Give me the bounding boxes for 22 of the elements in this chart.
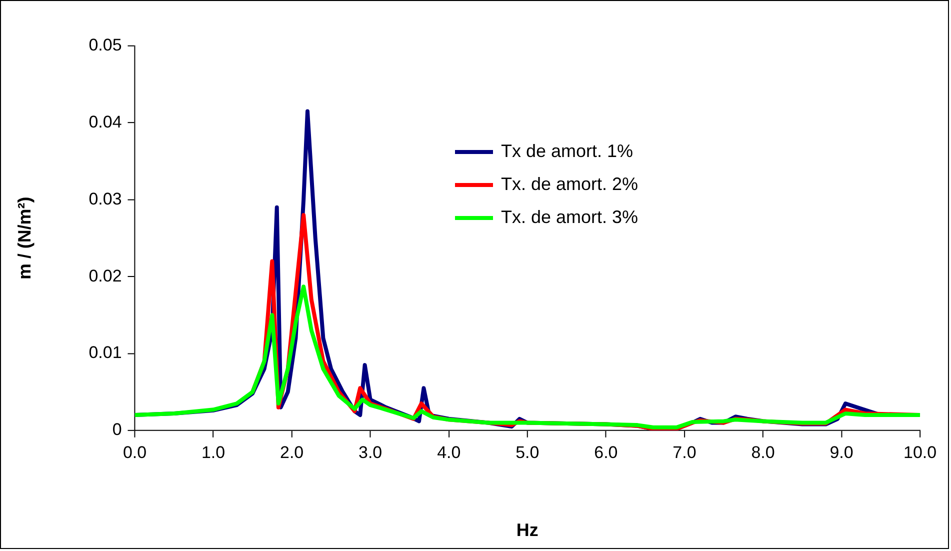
legend-label: Tx. de amort. 3% (501, 207, 638, 228)
y-axis-title: m / (N/m²) (14, 196, 35, 280)
y-tick-label: 0 (112, 420, 122, 440)
y-tick-label: 0.03 (88, 189, 122, 208)
y-tick-label: 0.04 (88, 112, 122, 132)
x-tick-label: 6.0 (594, 443, 618, 462)
x-axis-title: Hz (516, 520, 538, 540)
x-tick-label: 7.0 (672, 443, 696, 462)
x-tick-label: 5.0 (516, 443, 540, 462)
x-tick-label: 2.0 (280, 443, 304, 462)
x-tick-label: 4.0 (437, 443, 461, 462)
x-tick-label: 3.0 (358, 443, 382, 462)
legend-label: Tx. de amort. 2% (501, 174, 638, 195)
x-tick-label: 9.0 (830, 443, 854, 462)
y-tick-label: 0.02 (88, 266, 122, 286)
y-tick-label: 0.05 (88, 36, 122, 55)
x-tick-label: 1.0 (201, 443, 226, 462)
legend-label: Tx de amort. 1% (501, 141, 634, 162)
x-tick-label: 0.0 (122, 443, 146, 462)
y-tick-label: 0.01 (88, 343, 122, 362)
x-tick-label: 8.0 (751, 443, 775, 462)
x-tick-label: 10.0 (904, 443, 937, 462)
